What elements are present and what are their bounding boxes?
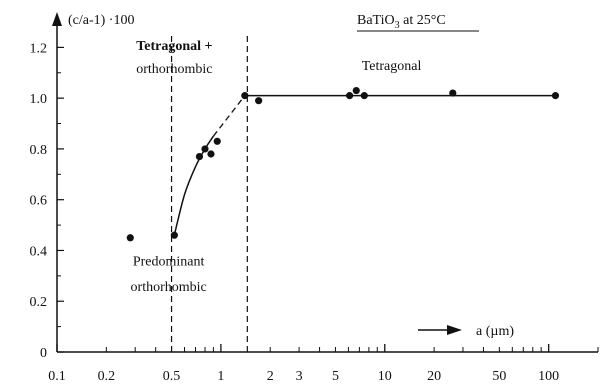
x-tick-label: 100 (538, 369, 559, 384)
title-main: BaTiO (357, 13, 395, 28)
data-point (201, 145, 209, 153)
data-point (126, 234, 134, 242)
x-tick-label: 2 (267, 369, 274, 384)
data-point (170, 231, 178, 239)
annotation-label: Tetragonal (362, 59, 422, 74)
annotation-label: orthorhombic (136, 62, 212, 77)
x-tick-label: 3 (296, 369, 303, 384)
data-point (213, 137, 221, 145)
data-point (207, 150, 215, 158)
data-point (255, 97, 263, 105)
y-tick-label: 0.4 (30, 244, 48, 259)
y-axis-label: (c/a-1) ·100 (68, 13, 134, 28)
data-point (551, 92, 560, 100)
x-axis-label: a (µm) (476, 324, 514, 339)
y-tick-label: 0.6 (30, 194, 48, 209)
fit-curve-rising (173, 135, 215, 236)
axes (52, 12, 599, 353)
svg-text:BaTiO3 at 25°C: BaTiO3 at 25°C (357, 13, 446, 31)
fit-curve-dashed (212, 95, 246, 137)
y-tick-label: 0.2 (30, 295, 48, 310)
data-point (352, 86, 360, 95)
y-tick-label: 1.0 (30, 92, 48, 107)
data-point (449, 89, 457, 97)
data-point (241, 92, 249, 100)
x-tick-label: 0.1 (48, 369, 66, 384)
phase-boundary-lines (170, 36, 248, 352)
data-point (345, 92, 354, 100)
x-tick-label: 0.2 (98, 369, 116, 384)
data-point (360, 92, 368, 100)
data-points (126, 86, 560, 242)
x-arrow-head-icon (447, 325, 462, 335)
fit-curves (173, 94, 556, 236)
data-point (195, 152, 204, 161)
x-axis-label-group: a (µm) (418, 324, 514, 339)
chart-title: BaTiO3 at 25°C (357, 13, 479, 32)
title-rest: at 25°C (400, 13, 446, 28)
y-tick-label: 1.2 (30, 41, 48, 56)
x-tick-label: 5 (332, 369, 339, 384)
title-sub: 3 (395, 20, 400, 31)
y-tick-label: 0 (40, 346, 47, 361)
x-tick-label: 10 (378, 369, 392, 384)
annotation-label: orthorhombic (131, 280, 207, 295)
y-tick-label: 0.8 (30, 143, 48, 158)
x-tick-label: 0.5 (163, 369, 181, 384)
y-axis-arrow-icon (52, 12, 62, 26)
tick-labels: 0 0.2 0.4 0.6 0.8 1.0 1.2 0.1 0.2 0.5 1 2 3 5 10 20 50 10… (30, 41, 560, 384)
x-tick-label: 20 (427, 369, 441, 384)
annotations: Tetragonal + orthorhombic Tetragonal Predom… (131, 39, 422, 295)
annotation-label: Predominant (133, 255, 205, 270)
x-tick-label: 50 (492, 369, 506, 384)
x-tick-label: 1 (217, 369, 224, 384)
annotation-label: Tetragonal + (136, 39, 212, 54)
